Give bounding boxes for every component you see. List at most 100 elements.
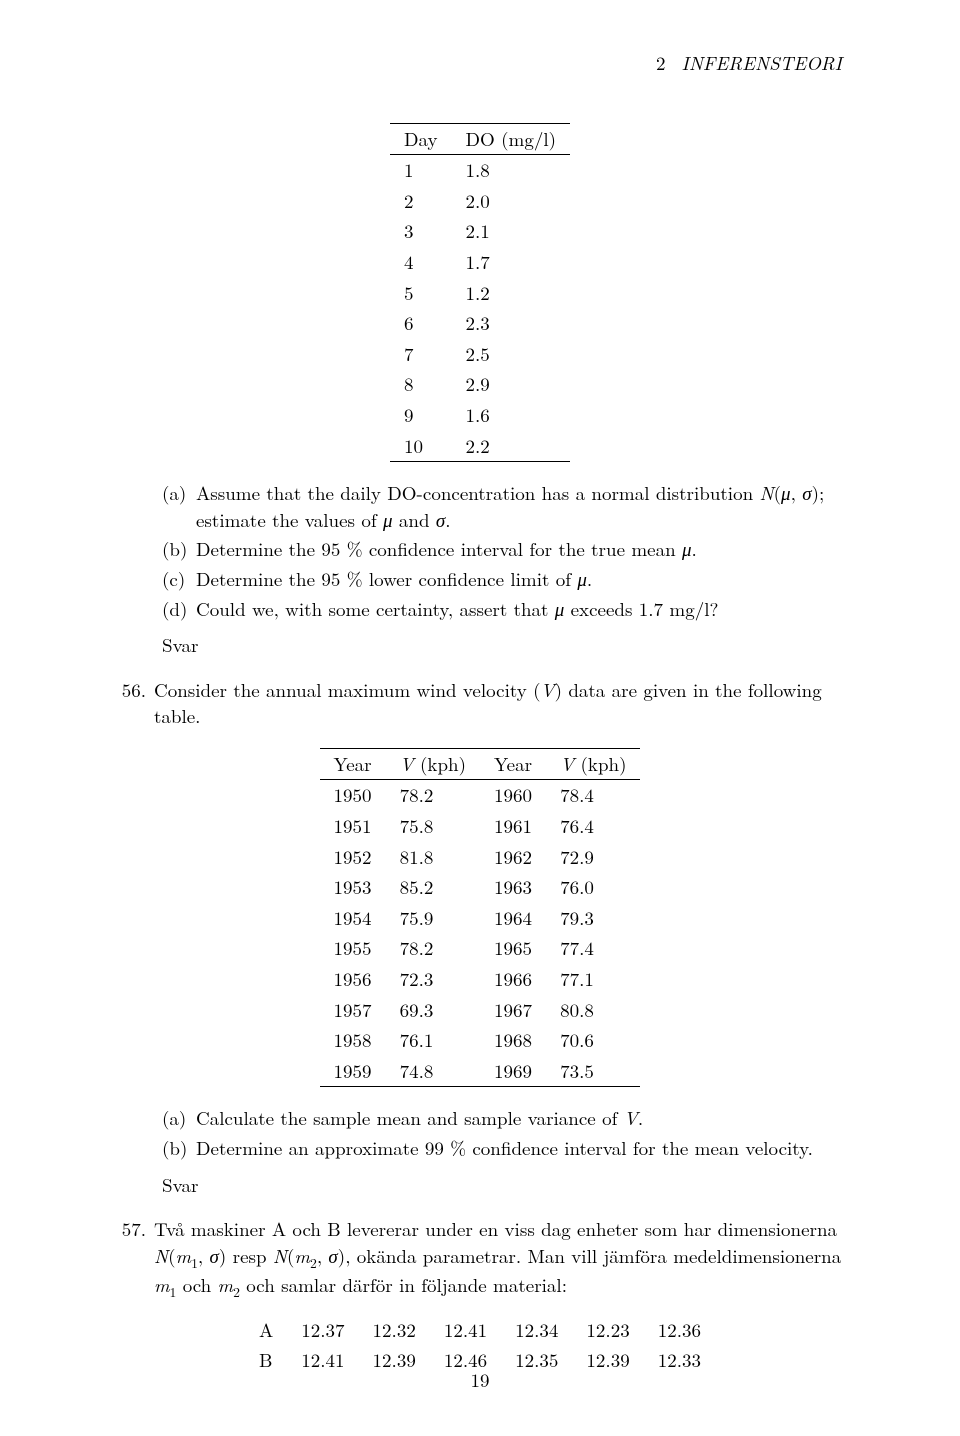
problem-55-subitems: (a) Assume that the daily DO-concentrati… [162, 480, 842, 622]
label-b: (b) [162, 1135, 196, 1162]
cell: 73.5 [546, 1056, 640, 1087]
cell: 1968 [480, 1025, 546, 1056]
col: Year [320, 748, 386, 780]
p55-a: Assume that the daily DO-concentration h… [196, 480, 842, 533]
section-title: INFERENSTEORI [681, 49, 842, 76]
cell: 2.9 [452, 369, 571, 400]
cell: 3 [390, 216, 452, 247]
p55-b: Determine the 95 % confidence interval f… [196, 536, 697, 563]
cell: 76.1 [386, 1025, 480, 1056]
problem-number: 57. [118, 1216, 146, 1301]
col: V (kph) [546, 748, 640, 780]
cell: 12.34 [501, 1315, 572, 1346]
cell: 80.8 [546, 995, 640, 1026]
cell: 78.2 [386, 933, 480, 964]
cell: 2.2 [452, 431, 571, 462]
cell: 1957 [320, 995, 386, 1026]
label-a: (a) [162, 1105, 196, 1132]
cell: 1965 [480, 933, 546, 964]
col: V (kph) [386, 748, 480, 780]
cell: 10 [390, 431, 452, 462]
cell: 2.5 [452, 339, 571, 370]
cell: 2.0 [452, 186, 571, 217]
cell: 72.9 [546, 842, 640, 873]
cell: 1953 [320, 872, 386, 903]
cell: 77.1 [546, 964, 640, 995]
cell: 12.36 [644, 1315, 715, 1346]
cell: 2 [390, 186, 452, 217]
svar-56: Svar [162, 1172, 842, 1199]
cell: 1955 [320, 933, 386, 964]
cell: 76.4 [546, 811, 640, 842]
p55-c: Determine the 95 % lower confidence limi… [196, 566, 592, 593]
label-d: (d) [162, 596, 196, 623]
table-wind: Year V (kph) Year V (kph) 195078.2196078… [320, 748, 641, 1088]
svar-55: Svar [162, 632, 842, 659]
cell: 1.8 [452, 155, 571, 186]
cell: 1967 [480, 995, 546, 1026]
cell: 76.0 [546, 872, 640, 903]
cell: 1 [390, 155, 452, 186]
problem-57: 57. Två maskiner A och B levererar under… [118, 1216, 842, 1301]
cell: 1962 [480, 842, 546, 873]
cell: 7 [390, 339, 452, 370]
col-do: DO (mg/l) [452, 123, 571, 155]
cell: 74.8 [386, 1056, 480, 1087]
cell: 1961 [480, 811, 546, 842]
cell: 2.3 [452, 308, 571, 339]
label-a: (a) [162, 480, 196, 533]
cell: 79.3 [546, 903, 640, 934]
label-b: (b) [162, 536, 196, 563]
cell: 69.3 [386, 995, 480, 1026]
cell: 8 [390, 369, 452, 400]
problem-56-subitems: (a) Calculate the sample mean and sample… [162, 1105, 842, 1161]
cell: 6 [390, 308, 452, 339]
running-header: 2 INFERENSTEORI [118, 50, 842, 77]
cell: 1951 [320, 811, 386, 842]
cell: 1958 [320, 1025, 386, 1056]
cell: 78.4 [546, 780, 640, 811]
cell: 1950 [320, 780, 386, 811]
cell: 1966 [480, 964, 546, 995]
cell: 1960 [480, 780, 546, 811]
p56-text: Consider the annual maximum wind velocit… [154, 677, 842, 730]
cell: 1969 [480, 1056, 546, 1087]
cell: 2.1 [452, 216, 571, 247]
cell: 75.9 [386, 903, 480, 934]
cell: 77.4 [546, 933, 640, 964]
section-number: 2 [656, 49, 666, 76]
cell: 12.23 [572, 1315, 643, 1346]
cell: 70.6 [546, 1025, 640, 1056]
cell: 72.3 [386, 964, 480, 995]
cell: 1963 [480, 872, 546, 903]
cell: 81.8 [386, 842, 480, 873]
page-number: 19 [0, 1367, 960, 1394]
cell: A [245, 1315, 287, 1346]
problem-number: 56. [118, 677, 146, 730]
p55-d: Could we, with some certainty, assert th… [196, 596, 718, 623]
cell: 75.8 [386, 811, 480, 842]
cell: 1.7 [452, 247, 571, 278]
p56-a: Calculate the sample mean and sample var… [196, 1105, 643, 1132]
cell: 78.2 [386, 780, 480, 811]
cell: 12.37 [287, 1315, 358, 1346]
label-c: (c) [162, 566, 196, 593]
problem-56: 56. Consider the annual maximum wind vel… [118, 677, 842, 730]
cell: 85.2 [386, 872, 480, 903]
cell: 4 [390, 247, 452, 278]
cell: 1.6 [452, 400, 571, 431]
cell: 1954 [320, 903, 386, 934]
cell: 1952 [320, 842, 386, 873]
p56-b: Determine an approximate 99 % confidence… [196, 1135, 813, 1162]
p57-text: Två maskiner A och B levererar under en … [154, 1216, 842, 1301]
cell: 1.2 [452, 278, 571, 309]
col: Year [480, 748, 546, 780]
cell: 1964 [480, 903, 546, 934]
cell: 9 [390, 400, 452, 431]
table-do: Day DO (mg/l) 11.8 22.0 32.1 41.7 51.2 6… [390, 123, 570, 463]
cell: 12.41 [430, 1315, 501, 1346]
cell: 1959 [320, 1056, 386, 1087]
cell: 1956 [320, 964, 386, 995]
col-day: Day [390, 123, 452, 155]
cell: 5 [390, 278, 452, 309]
